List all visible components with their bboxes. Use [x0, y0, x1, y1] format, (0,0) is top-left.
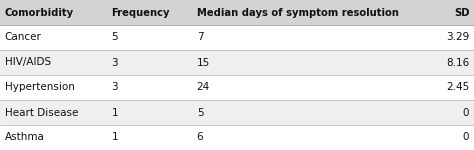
Text: Asthma: Asthma [5, 132, 45, 142]
Text: 3.29: 3.29 [446, 33, 469, 42]
Text: 1: 1 [111, 108, 118, 117]
Text: 24: 24 [197, 82, 210, 93]
Text: 5: 5 [197, 108, 203, 117]
Text: Cancer: Cancer [5, 33, 42, 42]
Bar [0, 0, 474, 25]
Text: 8.16: 8.16 [446, 57, 469, 68]
Text: Hypertension: Hypertension [5, 82, 74, 93]
Text: 1: 1 [111, 132, 118, 142]
Text: 2.45: 2.45 [446, 82, 469, 93]
Text: 6: 6 [197, 132, 203, 142]
Text: Median days of symptom resolution: Median days of symptom resolution [197, 8, 399, 18]
Text: Comorbidity: Comorbidity [5, 8, 74, 18]
Bar [0, 50, 474, 75]
Text: 5: 5 [111, 33, 118, 42]
Text: 0: 0 [463, 108, 469, 117]
Text: 3: 3 [111, 57, 118, 68]
Text: 0: 0 [463, 132, 469, 142]
Text: 3: 3 [111, 82, 118, 93]
Text: Frequency: Frequency [111, 8, 170, 18]
Bar [0, 125, 474, 150]
Bar [0, 75, 474, 100]
Bar [0, 25, 474, 50]
Text: SD: SD [454, 8, 469, 18]
Bar [0, 100, 474, 125]
Text: 7: 7 [197, 33, 203, 42]
Text: Heart Disease: Heart Disease [5, 108, 78, 117]
Text: 15: 15 [197, 57, 210, 68]
Text: HIV/AIDS: HIV/AIDS [5, 57, 51, 68]
